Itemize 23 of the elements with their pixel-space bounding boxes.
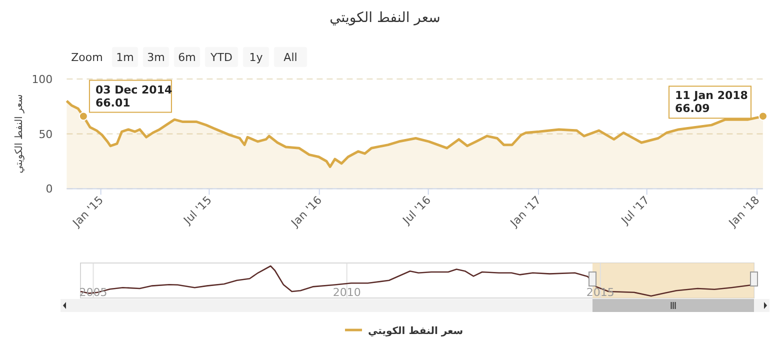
x-tick-label: Jan '17 bbox=[507, 194, 544, 230]
x-tick-label: Jan '18 bbox=[726, 194, 762, 230]
legend-label: سعر النفط الكويتي bbox=[368, 326, 464, 337]
y-tick-label: 50 bbox=[38, 128, 53, 141]
text: 1m bbox=[116, 51, 134, 64]
text: 1y bbox=[249, 51, 264, 64]
annotation: 11 Jan 2018 66.09 bbox=[675, 89, 748, 116]
x-tick-label: Jan '15 bbox=[70, 194, 106, 230]
text: All bbox=[284, 51, 298, 64]
x-tick-label: 2010 bbox=[332, 286, 361, 299]
x-tick-label: Jul '16 bbox=[400, 194, 434, 228]
x-tick-label: 2015 bbox=[586, 286, 614, 299]
y-axis-title: سعر النفط الكويتي bbox=[14, 94, 25, 174]
x-tick-label: Jul '17 bbox=[618, 194, 652, 228]
y-tick-label: 0 bbox=[46, 182, 53, 196]
text: 6m bbox=[178, 51, 196, 64]
x-tick-label: Jul '15 bbox=[180, 194, 214, 228]
text: YTD bbox=[210, 51, 232, 64]
x-tick-label: Jan '16 bbox=[288, 194, 324, 230]
text: 3m bbox=[147, 51, 165, 64]
y-tick-label: 100 bbox=[32, 73, 53, 86]
chart-title: سعر النفط الكويتي bbox=[330, 10, 440, 26]
text: Zoom bbox=[71, 51, 103, 64]
